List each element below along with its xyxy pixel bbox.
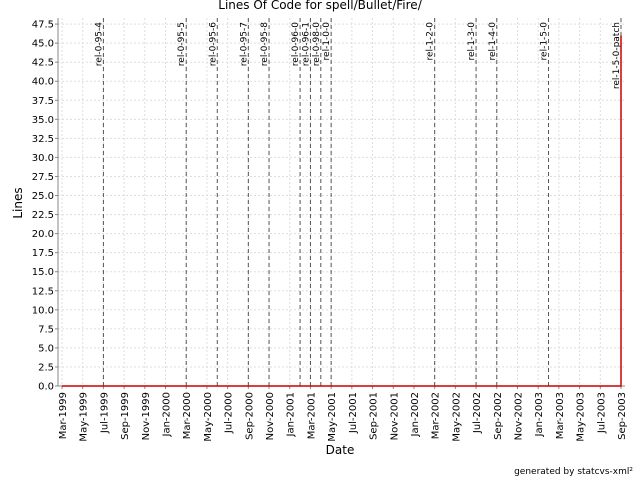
y-tick-label: 42.5 bbox=[32, 58, 54, 69]
x-axis-label: Date bbox=[326, 443, 355, 457]
y-tick-label: 37.5 bbox=[32, 96, 54, 107]
y-tick-label: 45.0 bbox=[32, 39, 54, 50]
x-tick-label: Jan-2000 bbox=[162, 392, 173, 437]
x-tick-label: Sep-1999 bbox=[120, 392, 131, 440]
x-tick-label: Sep-2003 bbox=[617, 392, 628, 440]
tag-label: rel-0-98-0 bbox=[312, 22, 322, 66]
y-tick-label: 22.5 bbox=[32, 210, 54, 221]
y-tick-label: 20.0 bbox=[32, 229, 54, 240]
x-tick-label: Jul-2002 bbox=[472, 392, 483, 434]
x-tick-label: Nov-1999 bbox=[141, 392, 152, 440]
y-tick-label: 17.5 bbox=[32, 248, 54, 259]
tag-label: rel-0-96-0 bbox=[291, 22, 301, 66]
x-tick-label: Mar-2000 bbox=[182, 392, 193, 439]
tag-label: rel-1-2-0 bbox=[426, 22, 436, 61]
tag-label: rel-1-3-0 bbox=[467, 22, 477, 61]
y-tick-label: 12.5 bbox=[32, 286, 54, 297]
y-axis-label: Lines bbox=[11, 187, 25, 218]
x-tick-label: Sep-2001 bbox=[369, 392, 380, 440]
tag-label: rel-0-96-1 bbox=[301, 22, 311, 66]
x-tick-label: May-2003 bbox=[576, 392, 587, 442]
x-tick-label: Jan-2002 bbox=[410, 392, 421, 437]
x-tick-label: Mar-1999 bbox=[58, 392, 69, 439]
x-tick-label: May-1999 bbox=[79, 392, 90, 442]
x-tick-label: May-2001 bbox=[327, 392, 338, 442]
x-tick-label: Mar-2002 bbox=[431, 392, 442, 439]
x-tick-label: Jan-2001 bbox=[286, 392, 297, 437]
y-tick-label: 35.0 bbox=[32, 115, 54, 126]
x-tick-label: Jul-2000 bbox=[224, 392, 235, 434]
x-tick-label: Mar-2001 bbox=[306, 392, 317, 439]
x-tick-label: May-2002 bbox=[451, 392, 462, 442]
tag-label: rel-1-0-0 bbox=[322, 22, 332, 61]
plot-area bbox=[58, 18, 625, 386]
tag-label: rel-1-5-0-patch bbox=[612, 22, 622, 89]
y-tick-label: 10.0 bbox=[32, 305, 54, 316]
tag-label: rel-1-4-0 bbox=[488, 22, 498, 61]
x-tick-label: Nov-2001 bbox=[389, 392, 400, 440]
y-tick-label: 32.5 bbox=[32, 134, 54, 145]
x-tick-label: Mar-2003 bbox=[555, 392, 566, 439]
x-tick-label: Jul-2001 bbox=[348, 392, 359, 434]
x-tick-label: Sep-2002 bbox=[493, 392, 504, 440]
y-tick-label: 5.0 bbox=[38, 343, 54, 354]
tag-label: rel-0-95-5 bbox=[177, 22, 187, 66]
x-tick-label: May-2000 bbox=[203, 392, 214, 442]
tag-label: rel-0-95-4 bbox=[94, 22, 104, 66]
x-tick-label: Jul-2003 bbox=[596, 392, 607, 434]
line bbox=[62, 35, 622, 387]
y-tick-label: 25.0 bbox=[32, 191, 54, 202]
y-tick-label: 15.0 bbox=[32, 267, 54, 278]
tag-label: rel-0-95-6 bbox=[208, 22, 218, 66]
x-tick-label: Jul-1999 bbox=[99, 392, 110, 434]
x-tick-label: Nov-2000 bbox=[265, 392, 276, 440]
x-tick-label: Nov-2002 bbox=[513, 392, 524, 440]
y-tick-label: 0.0 bbox=[38, 382, 54, 393]
tag-label: rel-1-5-0 bbox=[540, 22, 550, 61]
y-tick-label: 30.0 bbox=[32, 153, 54, 164]
tag-label: rel-0-95-8 bbox=[260, 22, 270, 66]
y-tick-label: 47.5 bbox=[32, 20, 54, 31]
chart-title: Lines Of Code for spell/Bullet/Fire/ bbox=[218, 0, 422, 12]
y-tick-label: 27.5 bbox=[32, 172, 54, 183]
y-tick-label: 7.5 bbox=[38, 324, 54, 335]
y-tick-label: 2.5 bbox=[38, 362, 54, 373]
tag-label: rel-0-95-7 bbox=[239, 22, 249, 66]
footer: generated by statcvs-xml² bbox=[514, 467, 633, 477]
y-tick-label: 40.0 bbox=[32, 77, 54, 88]
x-tick-label: Sep-2000 bbox=[244, 392, 255, 440]
x-tick-label: Jan-2003 bbox=[534, 392, 545, 437]
